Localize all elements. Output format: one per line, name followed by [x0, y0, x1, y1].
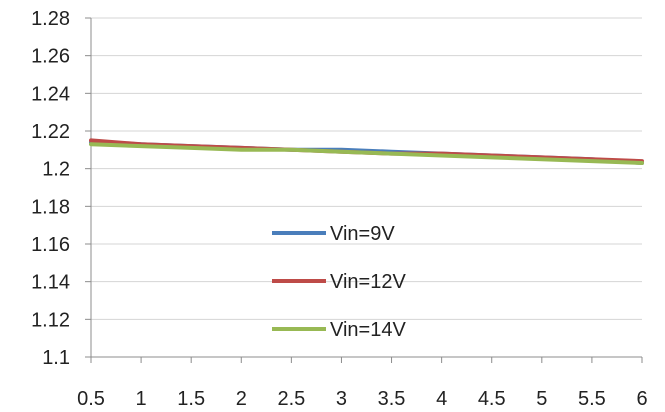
- y-tick-label: 1.1: [42, 347, 70, 369]
- y-tick-label: 1.18: [31, 196, 70, 218]
- gridlines: [91, 17, 642, 320]
- series-lines: [89, 138, 644, 165]
- y-tick-label: 1.16: [31, 234, 70, 256]
- x-tick-label: 4: [436, 388, 447, 410]
- y-tick-label: 1.24: [31, 83, 70, 105]
- y-tick-label: 1.22: [31, 121, 70, 143]
- y-axis-tick-labels: 1.1 1.12 1.14 1.16 1.18 1.2 1.22 1.24 1.26 1.28: [31, 8, 70, 369]
- y-tick-label: 1.28: [31, 8, 70, 30]
- x-axis-tick-labels: 0.5 1 1.5 2 2.5 3 3.5 4 4.5 5 5.5 6: [77, 388, 647, 410]
- x-tick-label: 1.5: [177, 388, 205, 410]
- y-tick-label: 1.2: [42, 159, 70, 181]
- legend: Vin=9V Vin=12V Vin=14V: [272, 223, 406, 341]
- x-tick-label: 3.5: [378, 388, 406, 410]
- x-tick-label: 6: [636, 388, 647, 410]
- legend-label-1: Vin=9V: [330, 223, 395, 245]
- x-tick-label: 3: [336, 388, 347, 410]
- x-tick-label: 4.5: [478, 388, 506, 410]
- y-tick-label: 1.26: [31, 46, 70, 68]
- y-tick-label: 1.12: [31, 309, 70, 331]
- x-tick-label: 2: [236, 388, 247, 410]
- x-tick-label: 5.5: [578, 388, 606, 410]
- x-tick-label: 0.5: [77, 388, 105, 410]
- legend-label-2: Vin=12V: [330, 271, 406, 293]
- x-tick-label: 2.5: [277, 388, 305, 410]
- legend-label-3: Vin=14V: [330, 319, 406, 341]
- x-tick-label: 1: [136, 388, 147, 410]
- series-line-3: [89, 142, 644, 165]
- axes: [85, 17, 643, 363]
- y-tick-label: 1.14: [31, 272, 70, 294]
- x-tick-label: 5: [536, 388, 547, 410]
